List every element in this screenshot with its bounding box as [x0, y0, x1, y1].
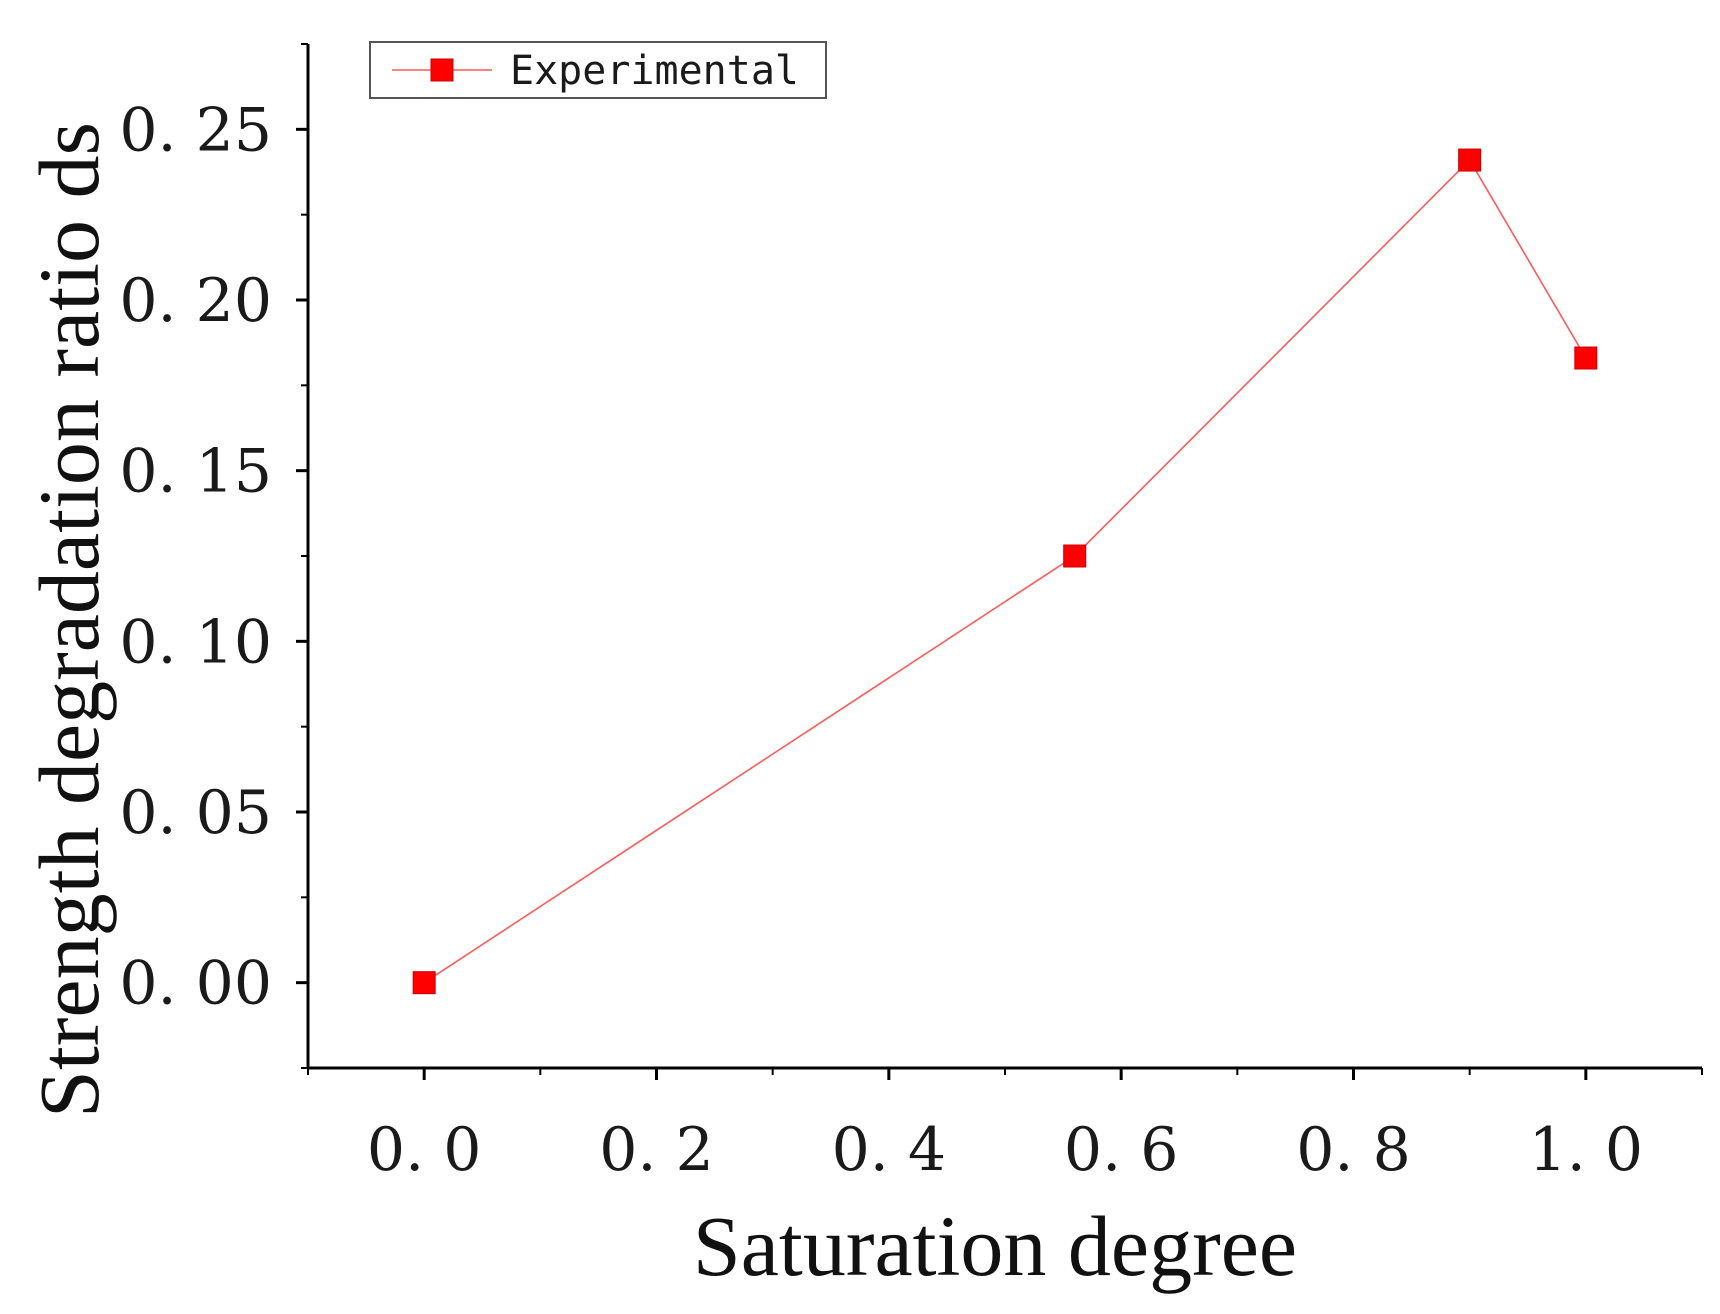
legend-marker: [430, 58, 454, 82]
x-tick-label: 0. 4: [832, 1115, 947, 1185]
data-point: [412, 971, 436, 995]
y-axis-title: Strength degradation ratio ds: [21, 122, 117, 1118]
y-tick-label: 0. 00: [119, 949, 272, 1019]
axes: 0. 0 0. 2 0. 4 0. 6 0. 8 1. 0 0. 00 0. 05 0. 10 0…: [119, 43, 1703, 1185]
x-tick-label: 0. 2: [599, 1115, 714, 1185]
y-tick-label: 0. 05: [119, 778, 272, 848]
x-tick-label: 0. 6: [1064, 1115, 1179, 1185]
x-axis-title: Saturation degree: [693, 1198, 1297, 1294]
data-point: [1574, 346, 1598, 370]
series-line: [423, 158, 1587, 984]
series-layer: [412, 148, 1598, 995]
x-tick-label: 0. 0: [367, 1115, 482, 1185]
data-point: [1458, 148, 1482, 172]
y-tick-label: 0. 10: [119, 607, 272, 677]
x-tick-label: 0. 8: [1296, 1115, 1411, 1185]
legend-label: Experimental: [510, 48, 799, 94]
x-tick-label: 1. 0: [1529, 1115, 1644, 1185]
y-tick-label: 0. 25: [119, 95, 272, 165]
data-point: [1063, 544, 1087, 568]
y-tick-label: 0. 15: [119, 437, 272, 507]
legend: Experimental: [369, 41, 827, 99]
y-tick-label: 0. 20: [119, 266, 272, 336]
